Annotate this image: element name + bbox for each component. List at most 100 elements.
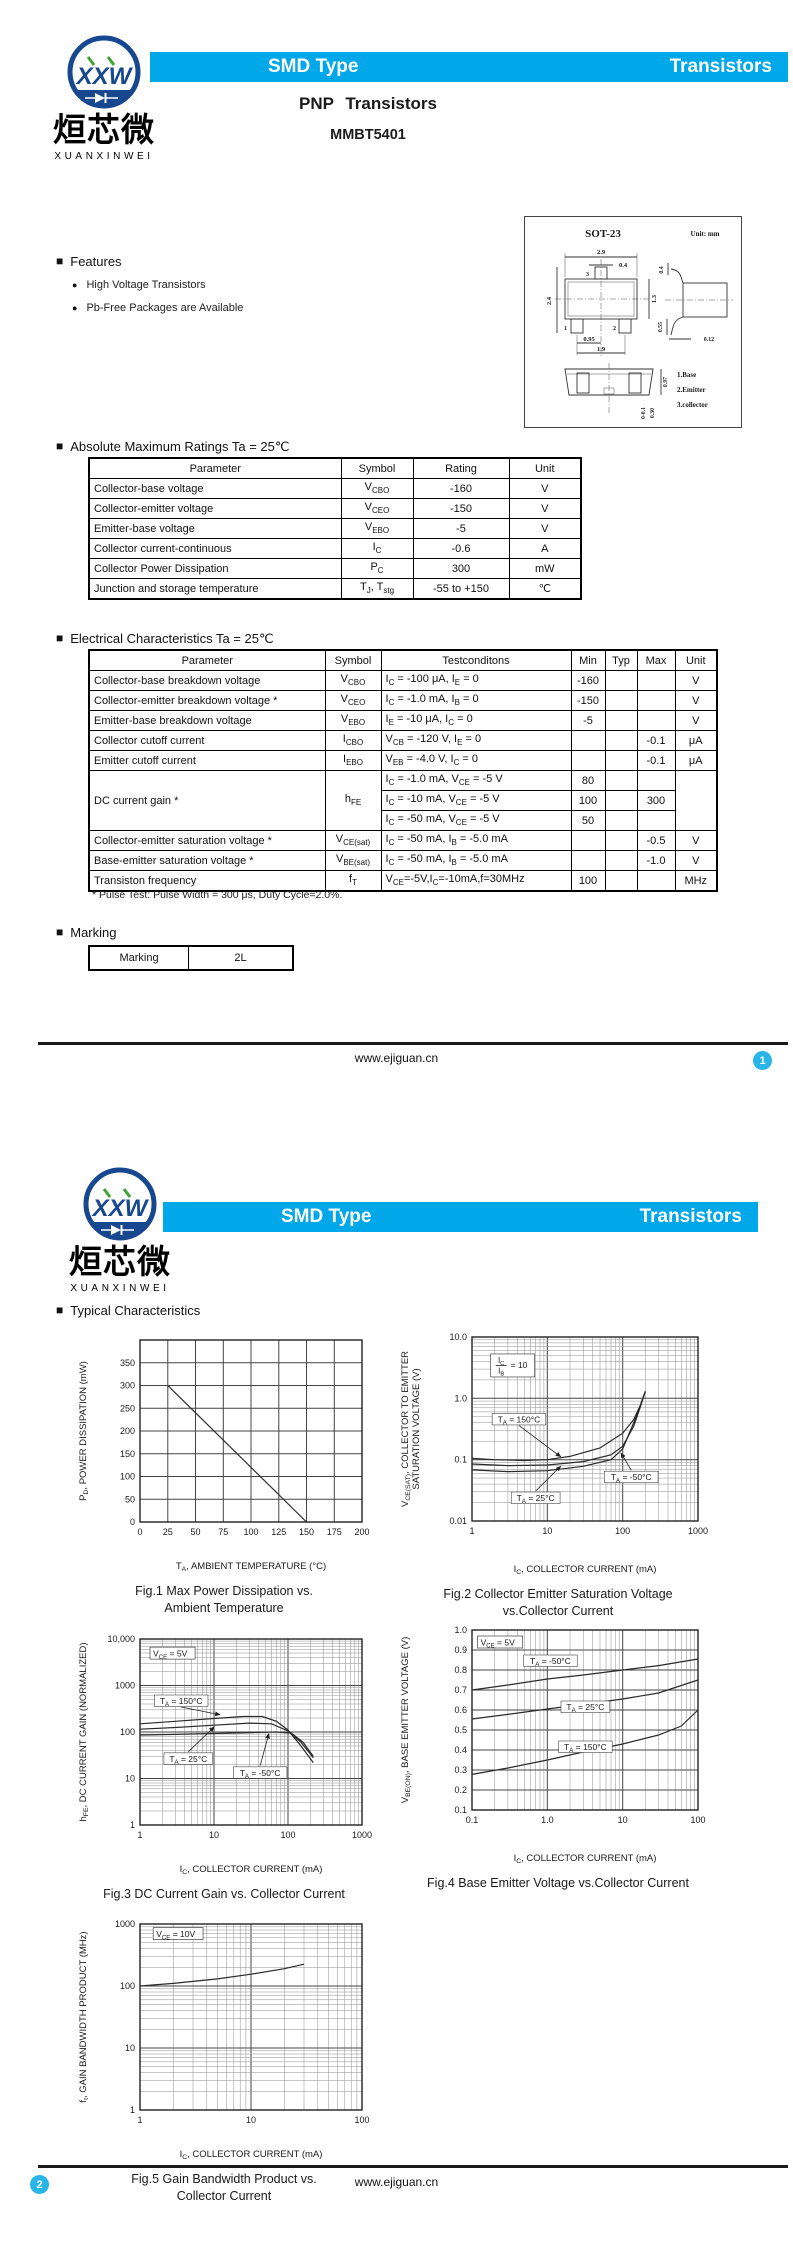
pin-legend-emitter: 2.Emitter xyxy=(677,386,706,394)
cell: VEBO xyxy=(324,710,382,731)
series-TA-150C xyxy=(471,1391,646,1462)
x-tick-label: 1 xyxy=(469,1526,474,1536)
pkg-front-pin xyxy=(576,372,590,394)
x-tick-label: 100 xyxy=(615,1526,630,1536)
cell: IC = -1.0 mA, VCE = -5 V xyxy=(380,770,572,791)
cell xyxy=(604,750,638,771)
brand-logo: XXW 烜芯微 XUANXINWEI xyxy=(46,34,162,162)
x-tick-label: 0.1 xyxy=(466,1815,479,1825)
cell: Collector current-continuous xyxy=(88,538,342,559)
curve-label: TA = -50°C xyxy=(530,1656,571,1668)
cell: -0.6 xyxy=(412,538,510,559)
caption-line: Fig.5 Gain Bandwidth Product vs. xyxy=(131,2172,317,2186)
annotation: IB xyxy=(498,1366,504,1377)
cell xyxy=(604,790,638,811)
cell: V xyxy=(674,690,718,711)
x-axis-title: IC, COLLECTOR CURRENT (mA) xyxy=(180,1864,323,1876)
column-header: Unit xyxy=(674,649,718,671)
dim-lead-thk: 0.4 xyxy=(659,266,665,273)
curve-label-box xyxy=(604,1470,659,1484)
table-row: Collector-base voltage VCBO -160 V xyxy=(88,478,582,499)
caption-line: Collector Current xyxy=(176,2189,272,2203)
y-tick-label: 1000 xyxy=(115,1919,135,1929)
y-tick-label: 1 xyxy=(130,2105,135,2115)
cell: μA xyxy=(674,750,718,771)
x-tick-label: 1000 xyxy=(352,1830,372,1840)
dim-pin-pitch: 0.95 xyxy=(583,336,595,343)
cell: 100 xyxy=(570,790,606,811)
cell: VEBO xyxy=(340,518,414,539)
brand-logo-icon: XXW xyxy=(67,35,141,109)
cell: IE = -10 μA, IC = 0 xyxy=(380,710,572,731)
cell: IC = -1.0 mA, IB = 0 xyxy=(380,690,572,711)
curve-label-box xyxy=(523,1654,578,1667)
dim-side-h: 0.55 xyxy=(658,322,664,332)
cell: Transiston frequency xyxy=(88,870,326,892)
cell xyxy=(570,850,606,871)
curve-label-arrow xyxy=(181,1706,221,1717)
curve-label-box xyxy=(491,1413,547,1426)
x-tick-label: 10 xyxy=(542,1526,552,1536)
y-axis-title: VBE(ON), BASE EMITTER VOLTAGE (V) xyxy=(400,1637,412,1804)
cell: IC = -50 mA, IB = -5.0 mA xyxy=(380,830,572,851)
table-row: Collector-base breakdown voltage VCBO IC =… xyxy=(88,670,718,691)
cell xyxy=(604,690,638,711)
cell: VCBO xyxy=(340,478,414,499)
banner-transistors: Transistors xyxy=(639,1206,742,1227)
x-tick-label: 150 xyxy=(299,1527,314,1537)
cell: 300 xyxy=(636,790,676,811)
cell: Collector-emitter saturation voltage * xyxy=(88,830,326,851)
cell: fT xyxy=(324,870,382,892)
package-name: SOT-23 xyxy=(585,228,621,240)
table-row: Collector cutoff current ICBO VCB = -120 V… xyxy=(88,730,718,751)
cell: -160 xyxy=(570,670,606,691)
banner-transistors: Transistors xyxy=(669,56,772,77)
dim-left-height: 2.4 xyxy=(546,296,553,305)
series-max-power-derating xyxy=(167,1385,307,1523)
cell: V xyxy=(508,478,582,499)
x-axis-title: TA, AMBIENT TEMPERATURE (°C) xyxy=(176,1561,326,1573)
diode-icon xyxy=(95,93,105,103)
cell: Collector-emitter voltage xyxy=(88,498,342,519)
cell: VCEO xyxy=(324,690,382,711)
marking-value-cell: 2L xyxy=(188,945,294,971)
curve-label-box xyxy=(560,1700,611,1713)
series-TA-minus50C xyxy=(471,1658,699,1691)
cell: V xyxy=(674,710,718,731)
cell: 300 xyxy=(412,558,510,579)
x-tick-label: 175 xyxy=(327,1527,342,1537)
logo-letters: XXW xyxy=(91,1195,150,1222)
fig4-base-emitter-voltage-chart: 0.1 1.0 10 100 0.1 0.2 0.3 0.4 0.5 0.6 0.7 0.8 0.9 1.… xyxy=(396,1618,720,1892)
feature-item: High Voltage Transistors xyxy=(72,279,205,291)
plot-border xyxy=(471,1629,699,1811)
plot-border xyxy=(139,1638,363,1826)
pkg-pin3 xyxy=(594,266,608,280)
brand-logo: XXW 烜芯微 XUANXINWEI xyxy=(62,1166,178,1294)
fig3-dc-current-gain-chart: 1 10 100 1000 1 10 100 1000 10,000 IC, COLLECTOR … xyxy=(74,1627,374,1903)
annotation-box xyxy=(152,1927,204,1940)
table-row: Marking 2L xyxy=(88,945,294,971)
cell xyxy=(636,770,676,791)
cell: Collector Power Dissipation xyxy=(88,558,342,579)
pkg-pin2 xyxy=(618,318,632,334)
lead-profile xyxy=(670,268,684,284)
column-header: Symbol xyxy=(340,457,414,479)
caption-line: Ambient Temperature xyxy=(164,1601,284,1615)
header-row: Parameter Symbol Rating Unit xyxy=(88,457,582,479)
brand-name-chinese: 烜芯微 xyxy=(53,111,155,148)
y-tick-label: 1 xyxy=(130,1820,135,1830)
pin1-number: 1 xyxy=(564,326,567,332)
cell xyxy=(570,830,606,851)
y-tick-label: 0.7 xyxy=(454,1685,467,1695)
cell: -0.5 xyxy=(636,830,676,851)
plot-border xyxy=(139,1923,363,2111)
cell: μA xyxy=(674,730,718,751)
fig5-plot: 1 10 100 1 10 100 1000 IC, COLLECTOR CURRENT (m… xyxy=(78,1919,370,2161)
table-row: IC = -50 mA, VCE = -5 V 50 xyxy=(89,810,717,831)
y-tick-label: 100 xyxy=(120,1981,135,1991)
cell: VCBO xyxy=(324,670,382,691)
y-tick-label: 10.0 xyxy=(449,1332,467,1342)
dim-lead-w: 0.30 xyxy=(650,408,656,418)
table-row: DC current gain * hFE IC = -1.0 mA, VCE = … xyxy=(88,770,718,831)
